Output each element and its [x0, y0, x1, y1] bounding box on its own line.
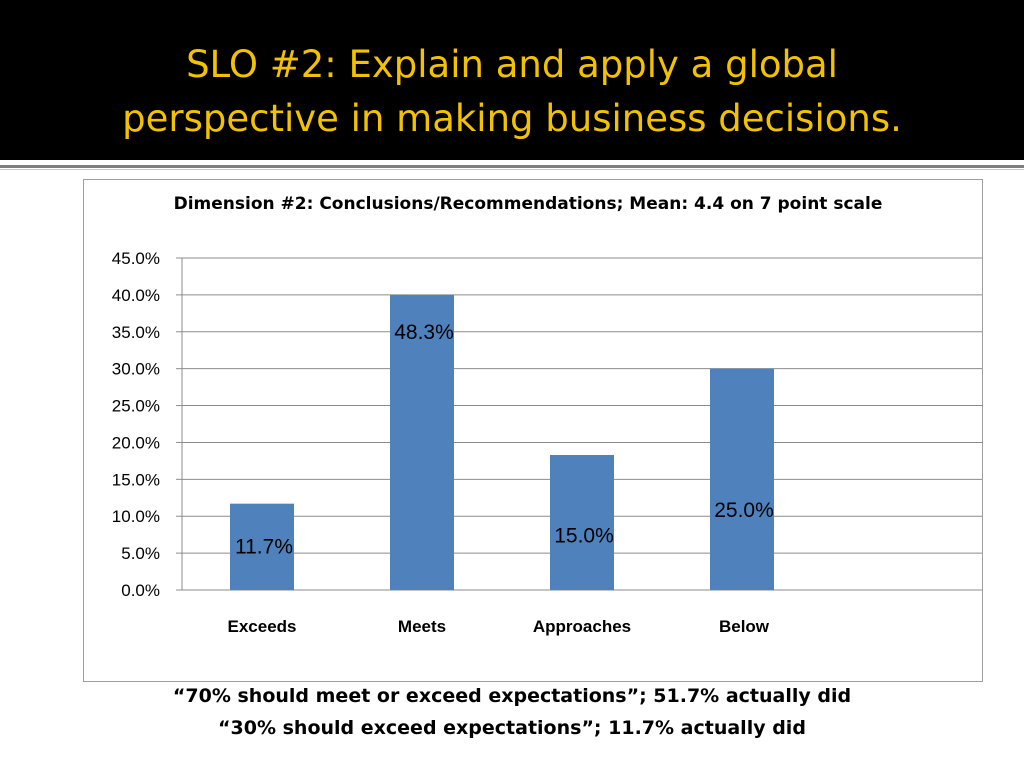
data-labels: 11.7% 48.3% 15.0% 25.0%	[235, 321, 774, 559]
x-tick-label-approaches: Approaches	[533, 617, 631, 636]
y-tick-label: 5.0%	[121, 544, 160, 563]
slide-notes: “70% should meet or exceed expectations”…	[0, 680, 1024, 744]
data-label-exceeds: 11.7%	[235, 536, 293, 559]
bars	[230, 294, 774, 590]
data-label-approaches: 15.0%	[554, 525, 614, 548]
bar-chart: Dimension #2: Conclusions/Recommendation…	[112, 194, 982, 636]
y-tick-label: 15.0%	[112, 470, 160, 489]
y-tick-label: 30.0%	[112, 360, 160, 379]
bar-approaches	[550, 454, 614, 590]
bar-below	[710, 368, 774, 590]
y-tick-label: 20.0%	[112, 433, 160, 452]
chart-frame: Dimension #2: Conclusions/Recommendation…	[83, 179, 983, 682]
y-tick-labels: 0.0% 5.0% 10.0% 15.0% 20.0% 25.0% 30.0% 35.0% 40…	[112, 249, 160, 600]
x-tick-label-exceeds: Exceeds	[228, 617, 297, 636]
y-tick-label: 40.0%	[112, 286, 160, 305]
slide-title: SLO #2: Explain and apply a global persp…	[40, 38, 984, 146]
header-divider	[0, 165, 1024, 168]
y-tick-label: 45.0%	[112, 249, 160, 268]
data-label-below: 25.0%	[714, 499, 774, 522]
x-tick-labels: Exceeds Meets Approaches Below	[228, 617, 770, 636]
y-tick-label: 10.0%	[112, 507, 160, 526]
y-tick-label: 0.0%	[121, 581, 160, 600]
x-tick-label-below: Below	[719, 617, 770, 636]
y-tick-label: 25.0%	[112, 397, 160, 416]
bar-meets	[390, 294, 454, 590]
header-divider-thin	[0, 169, 1024, 170]
slide-header: SLO #2: Explain and apply a global persp…	[0, 0, 1024, 160]
chart-title: Dimension #2: Conclusions/Recommendation…	[174, 194, 883, 214]
note-line-2: “30% should exceed expectations”; 11.7% …	[218, 717, 806, 739]
slide-title-line-1: SLO #2: Explain and apply a global	[186, 43, 838, 86]
x-tick-label-meets: Meets	[398, 617, 446, 636]
bar-exceeds	[230, 503, 294, 590]
slide-title-line-2: perspective in making business decisions…	[122, 97, 902, 140]
y-tick-label: 35.0%	[112, 323, 160, 342]
gridlines	[182, 257, 982, 554]
data-label-meets: 48.3%	[394, 321, 454, 344]
note-line-1: “70% should meet or exceed expectations”…	[172, 685, 852, 707]
